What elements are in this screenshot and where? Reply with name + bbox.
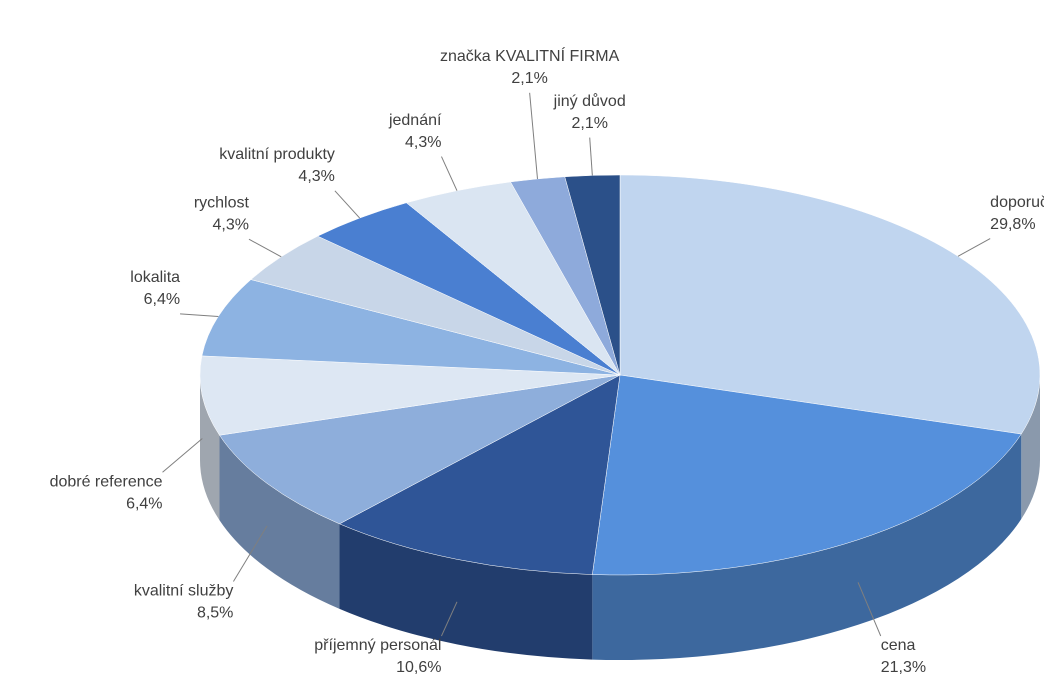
slice-label: dobré reference (50, 473, 163, 490)
leader-line (857, 582, 882, 637)
pie-slice (199, 355, 621, 436)
leader-line (232, 525, 268, 582)
slice-value-label: 2,1% (571, 115, 607, 132)
leader-line (441, 601, 458, 637)
leader-line (957, 238, 991, 257)
pie-side (219, 435, 340, 609)
leader-line (180, 313, 219, 318)
pie-slice (201, 279, 621, 376)
slice-label: jednání (388, 112, 442, 129)
pie-side (592, 434, 1022, 660)
pie-slice (564, 174, 621, 376)
leader-line (162, 438, 203, 473)
slice-label: příjemný personál (314, 637, 441, 654)
slice-label: lokalita (130, 269, 180, 286)
slice-label: rychlost (194, 194, 250, 211)
leader-line (441, 156, 458, 191)
slice-value-label: 4,3% (298, 168, 334, 185)
slice-label: cena (881, 637, 916, 654)
slice-label: kvalitní produkty (219, 146, 335, 163)
pie-side (200, 375, 220, 521)
pie-slice (619, 174, 1041, 435)
pie-slice (338, 374, 621, 575)
leader-line (529, 92, 538, 179)
slice-label: doporučení (990, 194, 1044, 211)
slice-label: jiný důvod (553, 92, 626, 110)
pie-slice (219, 374, 621, 525)
slice-value-label: 2,1% (511, 70, 547, 87)
slice-value-label: 8,5% (197, 605, 233, 622)
slice-label: kvalitní služby (134, 583, 234, 600)
slice-value-label: 4,3% (405, 134, 441, 151)
slice-value-label: 6,4% (144, 291, 180, 308)
slice-value-label: 21,3% (881, 659, 926, 676)
leader-line (334, 190, 361, 219)
slice-value-label: 29,8% (990, 216, 1035, 233)
slice-value-label: 10,6% (396, 659, 441, 676)
leader-line (589, 137, 593, 176)
pie-side (1021, 375, 1040, 520)
slice-value-label: 4,3% (212, 216, 248, 233)
slice-label: značka KVALITNÍ FIRMA (440, 46, 620, 65)
slice-value-label: 6,4% (126, 495, 162, 512)
pie-slice (592, 374, 1022, 576)
leader-line (248, 238, 282, 258)
pie-side (339, 523, 593, 660)
